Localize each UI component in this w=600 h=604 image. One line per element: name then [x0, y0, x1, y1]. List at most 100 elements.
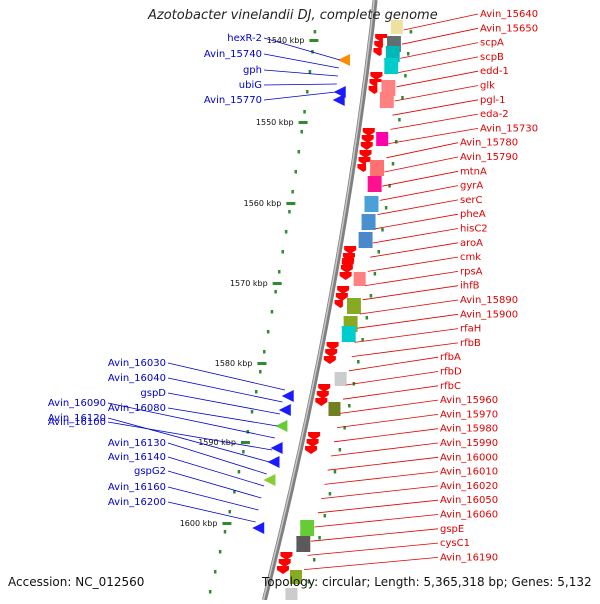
gene-block-edge — [354, 234, 359, 246]
ruler-dot — [233, 490, 236, 494]
gene-block-edge — [339, 318, 344, 330]
ruler-dot-right — [404, 74, 407, 78]
ruler-dot — [270, 310, 274, 314]
leader-line-left — [167, 442, 267, 475]
ruler-dot — [291, 190, 294, 194]
map-title: Azotobacter vinelandii DJ, complete geno… — [148, 8, 438, 23]
leader-line — [379, 185, 459, 201]
leader-line — [398, 56, 479, 73]
gene-arrow — [340, 265, 353, 273]
gene-label-right: scpB — [480, 52, 504, 63]
ruler-dot-right — [365, 316, 369, 320]
gene-label-right: Avin_15970 — [440, 409, 498, 420]
gene-arrow-left — [270, 442, 283, 454]
gene-arrow — [305, 446, 318, 454]
gene-block-edge — [375, 94, 380, 106]
leader-line — [345, 371, 439, 386]
leader-line-left — [107, 417, 270, 463]
gene-label-left: Avin_16160 — [108, 482, 166, 493]
gene-block-edge — [360, 198, 365, 210]
ruler-label: 1580 kbp — [215, 359, 253, 368]
gene-block — [379, 92, 394, 108]
gene-label-left: Avin_16130 — [108, 438, 166, 449]
gene-block — [367, 176, 382, 192]
gene-block — [328, 402, 341, 416]
gene-block-edge — [342, 300, 347, 312]
ruler-label: 1600 kbp — [180, 519, 218, 528]
leader-line — [314, 514, 439, 528]
topology-text: Topology: circular; Length: 5,365,318 bp… — [262, 575, 592, 589]
gene-label-right: rfaH — [460, 324, 481, 335]
ruler-dot — [250, 410, 254, 414]
ruler-dot — [277, 270, 281, 274]
gene-label-right: Avin_15790 — [460, 152, 518, 163]
ruler-dot-right — [312, 558, 316, 562]
leader-line-left — [167, 501, 256, 523]
gene-label-right: hisC2 — [460, 224, 488, 235]
gene-label-right: Avin_15980 — [440, 424, 498, 435]
leader-line — [330, 442, 439, 457]
gene-block — [358, 232, 373, 248]
ruler-dot — [303, 110, 306, 114]
ruler-dot-right — [406, 52, 410, 56]
gene-block — [346, 298, 361, 314]
gene-block — [341, 326, 356, 342]
leader-line — [367, 256, 459, 272]
gene-arrow — [308, 432, 321, 440]
gene-label-right: rfbA — [440, 352, 461, 363]
leader-line — [396, 70, 479, 88]
ruler-tick — [286, 202, 296, 205]
ruler-label: 1570 kbp — [230, 279, 268, 288]
gene-arrow-left — [252, 522, 265, 534]
leader-line — [336, 414, 439, 428]
ruler-dot — [254, 390, 258, 394]
ruler-dot — [263, 350, 266, 354]
gene-label-right: Avin_15990 — [440, 438, 498, 449]
ruler-dot-right — [401, 96, 404, 100]
gene-label-left: Avin_15770 — [204, 95, 262, 106]
gene-block — [370, 160, 385, 176]
gene-label-right: Avin_15900 — [460, 309, 518, 320]
ruler-dot — [308, 70, 312, 74]
ruler-dot — [288, 210, 291, 214]
gene-label-right: Avin_16060 — [440, 510, 498, 521]
leader-line — [321, 485, 439, 499]
gene-arrow — [342, 258, 355, 266]
gene-block — [364, 196, 379, 212]
leader-line-left — [167, 470, 262, 499]
ruler-dot-right — [357, 360, 360, 364]
ruler-dot — [228, 510, 231, 514]
gene-label-right: gyrA — [460, 181, 483, 192]
leader-line — [357, 313, 459, 329]
gene-label-left: Avin_16090 — [48, 398, 106, 409]
leader-line — [327, 456, 439, 471]
leader-line-left — [167, 486, 259, 511]
ruler-dot-right — [328, 492, 332, 496]
gene-block-edge — [337, 328, 342, 340]
leader-line-left — [263, 53, 339, 69]
leader-line-left — [167, 407, 278, 427]
gene-block — [390, 20, 403, 34]
leader-line-left — [167, 456, 265, 487]
leader-line — [375, 213, 459, 230]
leader-line — [401, 27, 479, 45]
gene-arrow — [323, 356, 336, 364]
leader-line — [343, 385, 439, 400]
ruler-dot-right — [381, 228, 384, 232]
gene-label-left: Avin_15740 — [204, 49, 262, 60]
leader-line — [304, 557, 439, 570]
gene-arrow — [325, 349, 338, 357]
gene-label-right: eda-2 — [480, 109, 509, 120]
ruler-dot-right — [388, 184, 391, 188]
ruler-tick — [222, 522, 232, 525]
gene-label-right: rfbC — [440, 381, 461, 392]
ruler-dot — [266, 330, 270, 334]
leader-line — [400, 42, 479, 59]
gene-block — [296, 536, 311, 552]
leader-line — [354, 328, 459, 343]
ruler-label: 1560 kbp — [244, 199, 282, 208]
gene-arrow — [359, 150, 372, 158]
leader-line — [370, 242, 459, 258]
gene-block — [353, 272, 366, 286]
